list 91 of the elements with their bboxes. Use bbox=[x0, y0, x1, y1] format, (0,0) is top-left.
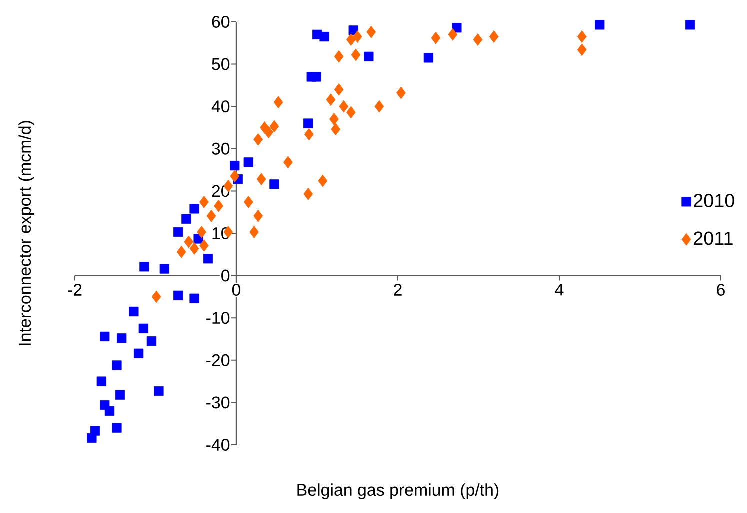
point bbox=[200, 196, 209, 208]
y-tick-label: -40 bbox=[206, 439, 230, 451]
y-axis-title: Interconnector export (mcm/d) bbox=[18, 121, 34, 346]
point bbox=[452, 23, 462, 33]
point bbox=[473, 34, 483, 46]
point bbox=[146, 336, 157, 346]
point bbox=[489, 30, 499, 43]
point bbox=[96, 376, 106, 386]
point bbox=[174, 227, 184, 238]
point bbox=[244, 196, 254, 208]
point bbox=[244, 158, 254, 168]
point bbox=[352, 30, 362, 43]
point bbox=[331, 123, 341, 136]
point bbox=[304, 128, 314, 141]
point bbox=[577, 30, 587, 43]
point bbox=[330, 113, 339, 126]
legend-label: 2010 bbox=[694, 194, 734, 208]
x-tick-label: 2 bbox=[394, 284, 402, 296]
x-tick-label: 0 bbox=[232, 284, 241, 296]
point bbox=[190, 242, 200, 255]
y-tick-label: 0 bbox=[222, 270, 230, 282]
point bbox=[87, 433, 97, 444]
point bbox=[152, 290, 162, 304]
point bbox=[230, 170, 240, 183]
x-axis-title: Belgian gas premium (p/th) bbox=[298, 484, 499, 500]
point bbox=[374, 100, 384, 113]
point bbox=[364, 52, 374, 62]
y-tick-label: 50 bbox=[212, 58, 230, 70]
point bbox=[190, 294, 200, 304]
point bbox=[334, 50, 344, 63]
point bbox=[230, 161, 240, 171]
point bbox=[312, 30, 322, 40]
point bbox=[200, 240, 209, 252]
point bbox=[160, 264, 170, 274]
y-tick-label: 40 bbox=[212, 100, 230, 113]
point bbox=[100, 332, 110, 342]
point bbox=[431, 32, 441, 44]
point bbox=[270, 180, 280, 190]
point bbox=[274, 96, 284, 109]
y-tick-label: -30 bbox=[206, 396, 230, 409]
point bbox=[318, 174, 328, 188]
point bbox=[260, 122, 270, 134]
point bbox=[577, 44, 587, 56]
point bbox=[154, 386, 164, 396]
point bbox=[254, 133, 263, 146]
point bbox=[203, 254, 214, 264]
point bbox=[448, 28, 458, 41]
point bbox=[250, 226, 259, 238]
point bbox=[184, 236, 194, 248]
point bbox=[138, 324, 148, 334]
point bbox=[366, 26, 376, 38]
y-tick-label: 60 bbox=[212, 16, 230, 28]
point bbox=[424, 53, 434, 63]
point bbox=[270, 120, 280, 133]
point bbox=[182, 214, 192, 224]
point bbox=[346, 34, 356, 46]
point bbox=[306, 72, 316, 82]
legend-label: 2011 bbox=[694, 232, 733, 246]
point bbox=[112, 360, 122, 370]
point bbox=[304, 118, 314, 128]
point bbox=[254, 210, 263, 222]
y-tick-label: -20 bbox=[206, 354, 230, 366]
y-tick-label: 30 bbox=[212, 142, 230, 155]
x-tick-label: 4 bbox=[555, 284, 564, 296]
point bbox=[176, 246, 186, 258]
x-tick-label: 6 bbox=[717, 284, 725, 296]
point bbox=[396, 86, 406, 100]
y-tick-label: -10 bbox=[206, 312, 230, 324]
point bbox=[326, 94, 336, 106]
point bbox=[214, 200, 224, 212]
point bbox=[190, 204, 200, 214]
x-tick-label: -2 bbox=[68, 284, 82, 296]
point bbox=[197, 226, 206, 238]
point bbox=[283, 156, 293, 169]
point bbox=[206, 210, 216, 222]
point bbox=[595, 20, 605, 30]
point bbox=[104, 406, 115, 416]
point bbox=[256, 173, 266, 186]
point bbox=[304, 188, 314, 200]
point bbox=[346, 106, 356, 119]
point bbox=[686, 20, 696, 30]
point bbox=[351, 48, 361, 62]
point bbox=[117, 334, 127, 344]
point bbox=[112, 423, 122, 433]
point bbox=[134, 348, 144, 358]
point bbox=[334, 83, 344, 96]
point bbox=[339, 100, 349, 113]
point bbox=[174, 290, 184, 300]
point bbox=[115, 390, 126, 400]
point bbox=[129, 306, 139, 317]
point bbox=[140, 262, 150, 272]
